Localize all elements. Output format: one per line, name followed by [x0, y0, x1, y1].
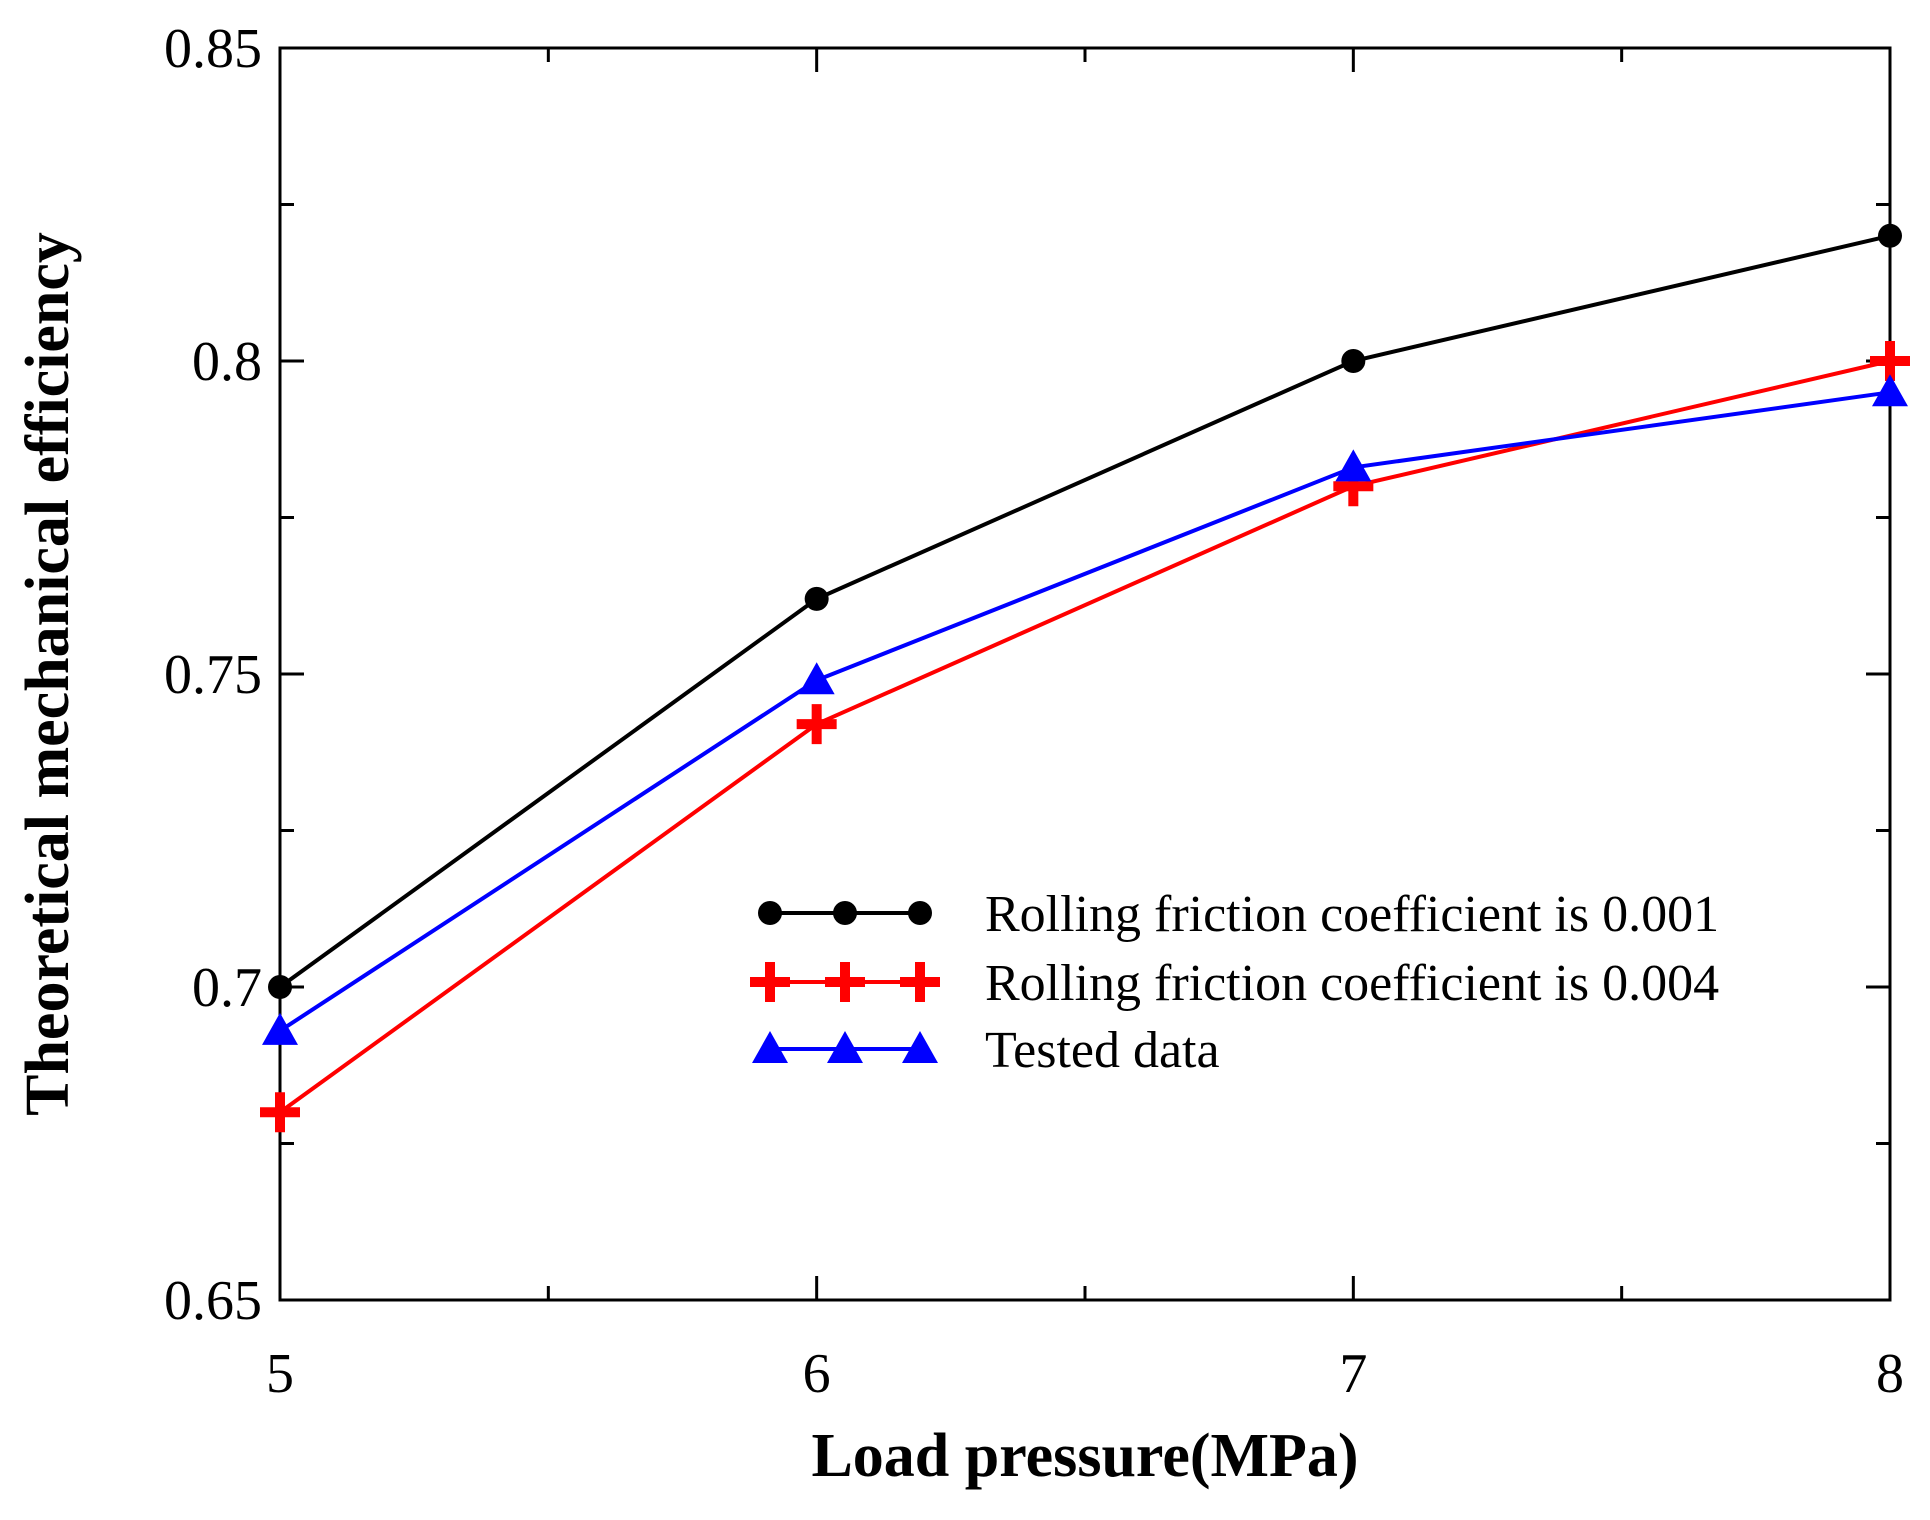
legend-entry: Rolling friction coefficient is 0.004	[750, 955, 1719, 1012]
series-layer	[260, 223, 1910, 1133]
data-point-circle	[1878, 223, 1902, 248]
y-tick-label: 0.75	[164, 644, 262, 706]
y-tick-label: 0.65	[164, 1270, 262, 1332]
data-point-circle	[833, 901, 857, 925]
series-line	[278, 390, 1891, 1033]
y-axis-title: Theoretical mechanical efficiency	[14, 232, 82, 1116]
data-point-triangle	[1335, 449, 1372, 482]
legend: Rolling friction coefficient is 0.001 Rol…	[750, 886, 1719, 1079]
y-tick-label: 0.7	[192, 957, 262, 1019]
axis-ticks	[278, 46, 1892, 1302]
series-line	[278, 359, 1891, 1114]
x-axis-title: Load pressure(MPa)	[811, 1422, 1358, 1490]
data-point-triangle	[902, 1031, 938, 1063]
data-point-circle	[1341, 349, 1366, 373]
series-circle	[268, 223, 1902, 999]
series-plus	[260, 341, 1910, 1133]
x-tick-label: 5	[266, 1343, 294, 1405]
data-point-triangle	[1872, 374, 1908, 407]
data-point-triangle	[798, 662, 835, 695]
data-point-plus	[260, 1092, 300, 1133]
legend-entry: Tested data	[752, 1022, 1220, 1079]
data-point-circle	[268, 975, 292, 999]
data-point-circle	[758, 901, 782, 925]
y-tick-label: 0.8	[192, 331, 262, 393]
data-point-plus	[796, 704, 837, 745]
data-point-circle	[908, 901, 932, 925]
data-point-plus	[825, 962, 865, 1002]
x-tick-label: 6	[803, 1343, 831, 1405]
axis-tick-labels: 5 6 7 8 0.65 0.7 0.75 0.8 0.85	[164, 18, 1904, 1405]
plot-frame	[278, 46, 1892, 1302]
data-point-circle	[804, 586, 829, 611]
y-tick-label: 0.85	[164, 18, 262, 80]
x-tick-label: 8	[1876, 1343, 1904, 1405]
data-point-plus	[900, 962, 940, 1002]
data-point-triangle	[262, 1012, 298, 1045]
legend-label: Rolling friction coefficient is 0.004	[985, 955, 1719, 1012]
x-tick-label: 7	[1339, 1343, 1367, 1405]
data-point-plus	[750, 962, 790, 1002]
series-line	[278, 233, 1891, 989]
series-triangle	[262, 374, 1908, 1045]
legend-label: Rolling friction coefficient is 0.001	[985, 886, 1719, 943]
data-point-triangle	[752, 1031, 788, 1063]
legend-entry: Rolling friction coefficient is 0.001	[758, 886, 1719, 943]
data-point-triangle	[827, 1031, 863, 1063]
legend-label: Tested data	[985, 1022, 1220, 1079]
